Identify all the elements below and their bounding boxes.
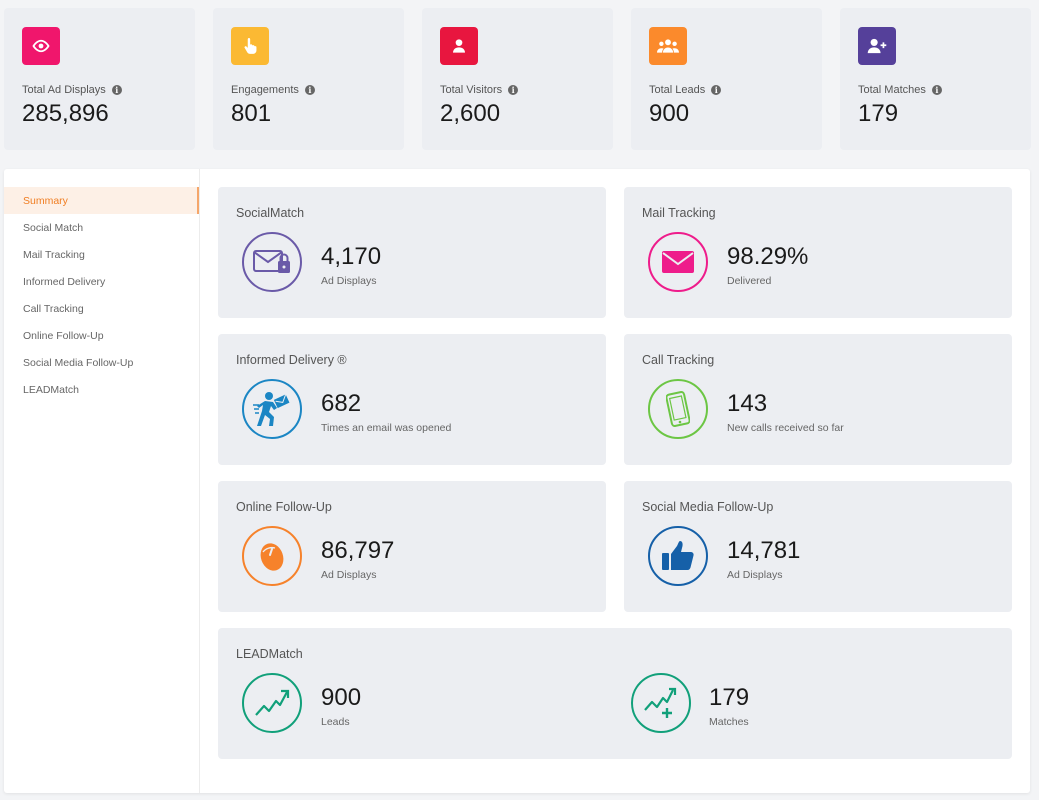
sidebar-item-online-follow-up[interactable]: Online Follow-Up xyxy=(23,329,104,342)
stat-label: Total Leads xyxy=(649,84,706,96)
tile-title: Call Tracking xyxy=(642,353,715,367)
tile-title: Informed Delivery ® xyxy=(236,353,347,367)
tile-subtext: Ad Displays xyxy=(727,569,783,581)
tile-value: 14,781 xyxy=(727,537,801,564)
tile-subtext: Times an email was opened xyxy=(321,422,452,434)
stat-label: Total Visitors xyxy=(440,84,503,96)
stat-value: 179 xyxy=(858,100,899,127)
stat-value: 2,600 xyxy=(440,100,501,127)
tile-subtext: Ad Displays xyxy=(321,569,377,581)
running-mail-icon xyxy=(242,379,302,439)
stat-value: 900 xyxy=(649,100,690,127)
leads-value: 900 xyxy=(321,684,362,711)
tile-value: 86,797 xyxy=(321,537,395,564)
sidebar-item-summary[interactable]: Summary xyxy=(4,187,199,214)
stat-value: 285,896 xyxy=(22,100,109,127)
stat-label: Total Ad Displays xyxy=(22,84,106,96)
tile-leadmatch[interactable]: LEADMatch 900 Leads 179 Matches xyxy=(218,628,1012,759)
matches-subtext: Matches xyxy=(709,716,749,728)
tile-subtext: New calls received so far xyxy=(727,422,844,434)
stat-label: Engagements xyxy=(231,84,299,96)
tile-title: Mail Tracking xyxy=(642,206,716,220)
tile-value: 143 xyxy=(727,390,768,417)
sidebar-item-social-media-follow-up[interactable]: Social Media Follow-Up xyxy=(23,356,134,369)
tile-mail-tracking[interactable]: Mail Tracking 98.29% Delivered xyxy=(624,187,1012,318)
tile-call-tracking[interactable]: Call Tracking 143 New calls received so … xyxy=(624,334,1012,465)
sidebar: Summary Social Match Mail Tracking Infor… xyxy=(4,169,200,793)
info-icon[interactable]: i xyxy=(711,85,722,95)
stat-value: 801 xyxy=(231,100,272,127)
sidebar-item-informed-delivery[interactable]: Informed Delivery xyxy=(23,275,106,288)
trend-up-plus-icon xyxy=(631,673,691,733)
tile-title: Social Media Follow-Up xyxy=(642,500,774,514)
tile-subtext: Ad Displays xyxy=(321,275,377,287)
stat-card-total-ad-displays: Total Ad Displays i 285,896 xyxy=(4,8,195,150)
leads-subtext: Leads xyxy=(321,716,350,728)
sidebar-item-social-match[interactable]: Social Match xyxy=(23,221,84,234)
tile-title: Online Follow-Up xyxy=(236,500,332,514)
tile-informed-delivery[interactable]: Informed Delivery ® 682 Times an email w… xyxy=(218,334,606,465)
matches-value: 179 xyxy=(709,684,750,711)
stat-label: Total Matches xyxy=(858,84,926,96)
info-icon[interactable]: i xyxy=(111,85,122,95)
mail-lock-icon xyxy=(242,232,302,292)
tile-value: 98.29% xyxy=(727,243,809,270)
mouse-icon xyxy=(242,526,302,586)
user-icon xyxy=(440,27,478,65)
stat-card-total-matches: Total Matches i 179 xyxy=(840,8,1031,150)
trend-up-icon xyxy=(242,673,302,733)
phone-icon xyxy=(648,379,708,439)
tile-title: SocialMatch xyxy=(236,206,305,220)
summary-panel: Summary Social Match Mail Tracking Infor… xyxy=(4,169,1030,793)
tile-value: 682 xyxy=(321,390,362,417)
group-icon xyxy=(649,27,687,65)
stat-card-total-visitors: Total Visitors i 2,600 xyxy=(422,8,613,150)
pointer-hand-icon xyxy=(231,27,269,65)
sidebar-item-mail-tracking[interactable]: Mail Tracking xyxy=(23,248,85,261)
stat-card-engagements: Engagements i 801 xyxy=(213,8,404,150)
tile-value: 4,170 xyxy=(321,243,382,270)
info-icon[interactable]: i xyxy=(304,85,315,95)
envelope-icon xyxy=(648,232,708,292)
tile-online-follow-up[interactable]: Online Follow-Up 86,797 Ad Displays xyxy=(218,481,606,612)
eye-icon xyxy=(22,27,60,65)
tile-socialmatch[interactable]: SocialMatch 4,170 Ad Displays xyxy=(218,187,606,318)
user-plus-icon xyxy=(858,27,896,65)
tile-title: LEADMatch xyxy=(236,647,303,661)
stats-row: Total Ad Displays i 285,896 Engagements i … xyxy=(4,8,1031,150)
thumbs-up-icon xyxy=(648,526,708,586)
stat-card-total-leads: Total Leads i 900 xyxy=(631,8,822,150)
sidebar-item-call-tracking[interactable]: Call Tracking xyxy=(23,302,84,315)
info-icon[interactable]: i xyxy=(508,85,519,95)
sidebar-item-leadmatch[interactable]: LEADMatch xyxy=(23,383,80,396)
tile-social-media-follow-up[interactable]: Social Media Follow-Up 14,781 Ad Display… xyxy=(624,481,1012,612)
tile-subtext: Delivered xyxy=(727,275,772,287)
info-icon[interactable]: i xyxy=(931,85,942,95)
